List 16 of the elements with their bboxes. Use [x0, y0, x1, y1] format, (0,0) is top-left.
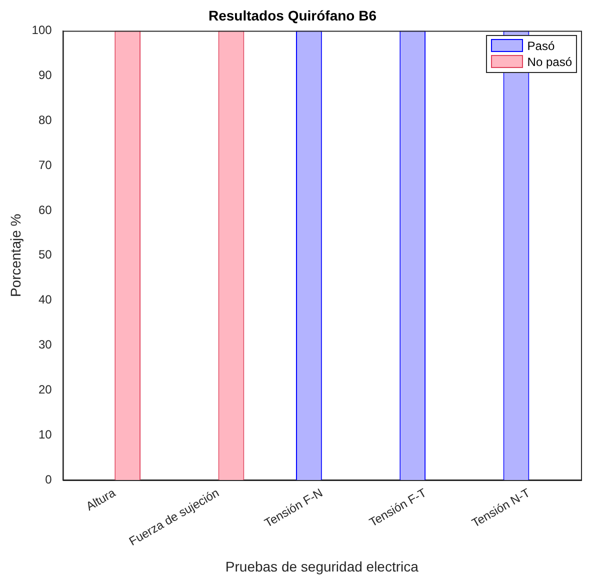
- y-tick-label: 90: [38, 68, 52, 82]
- y-tick-label: 100: [32, 23, 52, 38]
- y-tick-label: 40: [38, 292, 52, 307]
- y-tick-label: 60: [38, 202, 52, 217]
- chart-title: Resultados Quirófano B6: [208, 7, 377, 24]
- y-tick-label: 10: [38, 427, 52, 442]
- legend-label: Pasó: [527, 38, 555, 54]
- y-tick-label: 50: [38, 248, 52, 262]
- y-tick-label: 0: [45, 472, 52, 486]
- y-tick-label: 20: [38, 382, 52, 396]
- y-axis-title: Porcentaje %: [7, 214, 24, 298]
- y-tick-label: 70: [38, 158, 52, 172]
- y-tick-label: 30: [38, 338, 52, 352]
- x-axis-title: Pruebas de seguridad electrica: [225, 558, 419, 574]
- y-tick-label: 80: [38, 112, 52, 127]
- legend-label: No pasó: [527, 54, 572, 70]
